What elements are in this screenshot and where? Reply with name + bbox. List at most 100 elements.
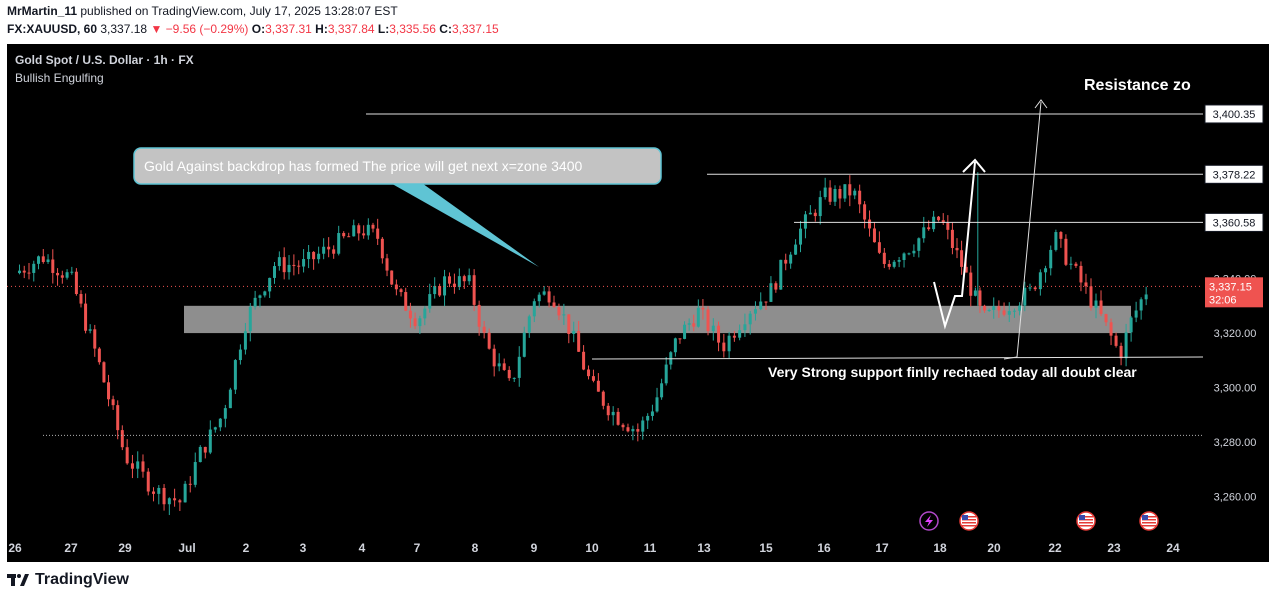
callout-box[interactable] [133, 147, 662, 185]
candle-body [507, 369, 511, 379]
candle-body [664, 364, 668, 384]
x-tick-label: 10 [585, 541, 599, 555]
flag-stripe [1142, 525, 1156, 527]
candle-body [371, 224, 375, 229]
candle-body [960, 250, 964, 267]
candle-body [203, 446, 207, 453]
candle-body [769, 283, 773, 302]
publish-line: MrMartin_11 published on TradingView.com… [7, 4, 398, 18]
candle-body [162, 487, 166, 505]
candle-body [1044, 268, 1048, 273]
x-tick-label: 17 [875, 541, 889, 555]
candle-body [955, 247, 959, 251]
flag-icon-ring [1139, 511, 1159, 531]
candle-body [587, 369, 591, 377]
candle-body [843, 184, 847, 199]
candle-body [428, 294, 432, 309]
lightning-bolt [925, 515, 933, 527]
long-projection-arrow[interactable] [1003, 101, 1042, 360]
candle-body [32, 263, 36, 273]
candle-body [332, 249, 336, 254]
us-flag-icon[interactable] [1139, 511, 1159, 531]
candle-body [789, 254, 793, 264]
support-line[interactable] [591, 356, 1204, 360]
candle-body [188, 483, 192, 485]
candle-body [233, 360, 237, 390]
lightning-icon[interactable] [919, 511, 939, 531]
candle-body [208, 429, 212, 453]
candle-body [833, 188, 837, 202]
candle-body [738, 330, 742, 338]
us-flag-icon[interactable] [959, 511, 979, 531]
flag-stripe [1079, 525, 1093, 527]
candle-body [547, 291, 551, 303]
candle-body [1119, 345, 1123, 359]
candle-body [394, 284, 398, 290]
support-zone[interactable] [184, 305, 1131, 334]
candle-body [438, 285, 442, 296]
x-tick-label: 8 [472, 541, 479, 555]
last-price: 3,337.18 [100, 22, 148, 36]
candle-body [1038, 272, 1042, 290]
tradingview-logo[interactable]: TradingView [7, 571, 129, 589]
candle-body [641, 420, 645, 432]
level-price-label: 3,378.22 [1213, 169, 1256, 181]
candle-body [404, 292, 408, 311]
candle-body [863, 204, 867, 220]
candle-body [418, 318, 422, 327]
flag-stripe [1079, 522, 1093, 524]
us-flag-icon[interactable] [1076, 511, 1096, 531]
author-name[interactable]: MrMartin_11 [7, 4, 78, 18]
candle-body [601, 391, 605, 406]
candle-body [897, 259, 901, 262]
candle-body [764, 301, 768, 303]
candle-body [141, 461, 145, 472]
candle-body [946, 222, 950, 230]
candle-body [173, 498, 177, 501]
indicator-label[interactable]: Bullish Engulfing [15, 71, 104, 85]
candle-body [1099, 300, 1103, 315]
candle-body [964, 266, 968, 273]
candle-body [992, 306, 996, 310]
flag-canton [1079, 515, 1085, 520]
candle-body [1084, 282, 1088, 287]
level-price-box [1204, 164, 1264, 184]
projection-arrow-path[interactable] [933, 161, 976, 330]
candle-body [973, 290, 977, 296]
candle-body [1114, 335, 1118, 346]
candle-body [297, 265, 301, 267]
candle-body [307, 251, 311, 260]
candle-body [312, 251, 316, 260]
low-value: 3,335.56 [389, 22, 436, 36]
candle-body [178, 500, 182, 503]
candle-body [572, 330, 576, 334]
candle-body [447, 276, 451, 284]
candle-body [537, 294, 541, 302]
candle-body [646, 415, 650, 421]
candle-body [1028, 287, 1032, 289]
candle-body [799, 228, 803, 245]
candle-body [198, 446, 202, 463]
price-chart[interactable]: Gold Against backdrop has formed The pri… [7, 44, 1269, 562]
candle-body [660, 383, 664, 398]
chart-panel[interactable]: Gold Against backdrop has formed The pri… [7, 44, 1269, 562]
candle-body [37, 256, 41, 264]
candle-body [243, 331, 247, 350]
candle-body [116, 405, 120, 431]
candle-body [1002, 310, 1006, 315]
candle-body [636, 429, 640, 432]
candle-body [922, 227, 926, 239]
candle-body [631, 429, 635, 432]
y-tick-label: 3,280.00 [1214, 437, 1257, 449]
candle-body [917, 238, 921, 251]
candle-body [342, 233, 346, 237]
candle-body [759, 301, 763, 310]
candle-body [838, 188, 842, 199]
candle-body [347, 236, 351, 238]
candle-body [88, 329, 92, 331]
countdown-label: 32:06 [1209, 294, 1237, 306]
candle-body [562, 314, 566, 316]
candle-body [462, 276, 466, 282]
flag-stripe [962, 522, 976, 524]
candle-body [292, 264, 296, 266]
